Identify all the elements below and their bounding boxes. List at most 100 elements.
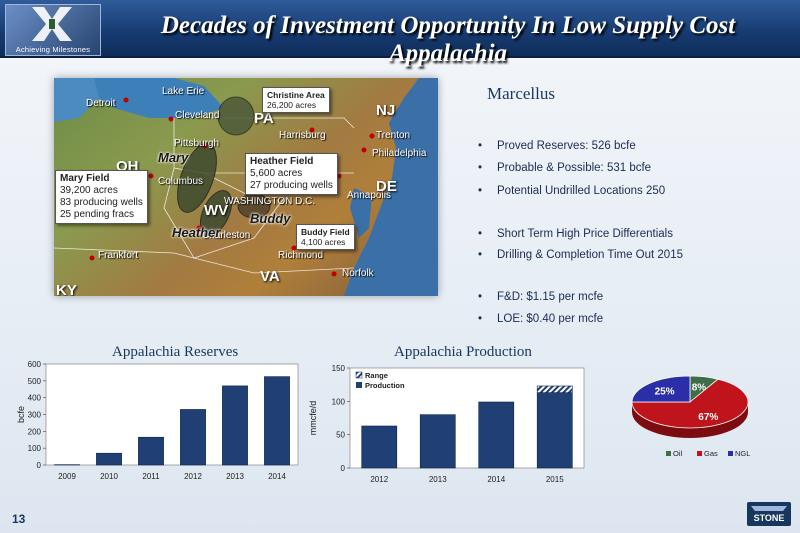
city-philadelphia: Philadelphia [372, 148, 427, 159]
pie-slice-ngl [631, 375, 691, 403]
x-tick-label: 2011 [142, 472, 160, 481]
slide-header: Achieving Milestones Decades of Investme… [0, 0, 800, 67]
y-tick-label: 100 [332, 397, 346, 406]
bar [264, 376, 290, 466]
x-tick-label: 2009 [58, 472, 76, 481]
legend-production-swatch [356, 382, 362, 388]
pie-slice-gas [631, 378, 749, 429]
production-bar-chart: 0 50 100 150 mmcfe/d 2012 2013 2014 2015 RangePro… [308, 364, 585, 484]
pie-slice-label: 25% [655, 387, 675, 398]
bullet-probable-possible: • Probable & Possible: 531 bcfe [478, 162, 652, 174]
plot-area [45, 363, 299, 466]
y-tick-label: 300 [28, 411, 42, 420]
callout-mary-fracs: 25 pending fracs [60, 209, 134, 220]
christine-area-shape [217, 96, 255, 136]
heather-field-shape [199, 190, 233, 236]
lake-huron-shape [54, 78, 99, 122]
callout-buddy-acres: 4,100 acres [301, 237, 346, 247]
state-va: VA [260, 268, 280, 285]
bullet-text: F&D: $1.15 per mcfe [497, 291, 604, 303]
callout-mary-title: Mary Field [60, 173, 110, 184]
y-tick-label: 100 [28, 444, 42, 453]
callout-buddy-title: Buddy Field [301, 227, 350, 237]
state-ky: KY [56, 282, 77, 296]
bar [361, 425, 398, 469]
bar [222, 385, 248, 466]
state-wv: WV [204, 202, 229, 219]
lake-erie-shape [94, 78, 224, 118]
city-harrisburg: Harrisburg [279, 130, 326, 141]
callout-christine-acres: 26,200 acres [267, 100, 317, 110]
pie-slice-label: 8% [692, 382, 707, 393]
city-columbus: Columbus [158, 176, 204, 187]
bar [419, 414, 456, 469]
marcellus-heading: Marcellus [487, 84, 555, 103]
bullet-drilling-timeout: • Drilling & Completion Time Out 2015 [478, 249, 683, 261]
x-tick-label: 2013 [429, 475, 447, 484]
y-tick-label: 0 [37, 461, 42, 470]
callout-heather-title: Heather Field [250, 156, 314, 167]
pie-legend-swatch [728, 451, 733, 456]
callout-heather: Heather Field 5,600 acres 27 producing w… [245, 153, 338, 195]
pie-legend-swatch [666, 451, 671, 456]
bar [478, 401, 515, 469]
city-detroit: Detroit [86, 98, 116, 109]
y-tick-label: 200 [28, 427, 42, 436]
pie-slice-label: 67% [698, 412, 718, 423]
field-mary-label: Mary [158, 150, 189, 165]
bullet-text: Potential Undrilled Locations 250 [497, 185, 666, 197]
legend-production-label: Production [365, 381, 405, 390]
y-tick-label: 400 [28, 394, 42, 403]
callout-heather-wells: 27 producing wells [250, 180, 333, 191]
stone-logo: STONE [747, 502, 791, 526]
x-tick-label: 2013 [226, 472, 244, 481]
callout-mary-wells: 83 producing wells [60, 197, 143, 208]
legend-range-swatch [355, 371, 363, 379]
y-tick-label: 50 [336, 431, 345, 440]
product-mix-pie-chart: 8% 67% 25% Oil Gas NGL [631, 375, 750, 458]
bullet-undrilled-locations: • Potential Undrilled Locations 250 [478, 185, 666, 197]
y-tick-label: 600 [28, 360, 42, 369]
bullet-loe-cost: • LOE: $0.40 per mcfe [478, 313, 604, 325]
bar [180, 409, 206, 466]
bullet-text: Short Term High Price Differentials [497, 228, 673, 240]
callout-christine-title: Christine Area [267, 90, 325, 100]
callout-buddy: Buddy Field 4,100 acres [296, 224, 355, 250]
pie-legend-label: NGL [735, 449, 750, 458]
y-tick-label: 500 [28, 377, 42, 386]
city-washington: WASHINGTON D.C. [224, 196, 316, 207]
x-tick-label: 2010 [100, 472, 118, 481]
city-trenton: Trenton [376, 130, 411, 141]
callout-mary: Mary Field 39,200 acres 83 producing wel… [55, 170, 148, 224]
page-number: 13 [12, 512, 26, 526]
city-richmond: Richmond [278, 250, 324, 261]
legend-range-label: Range [365, 371, 388, 380]
pie-legend-label: Gas [704, 449, 718, 458]
callout-heather-acres: 5,600 acres [250, 168, 303, 179]
city-cleveland: Cleveland [175, 110, 220, 121]
bullet-text: Probable & Possible: 531 bcfe [497, 162, 652, 174]
lake-erie-label: Lake Erie [162, 86, 205, 97]
production-chart-title: Appalachia Production [394, 344, 532, 360]
x-tick-label: 2012 [184, 472, 202, 481]
x-tick-label: 2014 [487, 475, 505, 484]
y-tick-label: 0 [341, 464, 346, 473]
company-logo: Achieving Milestones [5, 4, 101, 56]
bar [138, 436, 164, 466]
y-axis-label: mmcfe/d [308, 401, 318, 436]
city-pittsburgh: Pittsburgh [174, 138, 220, 149]
x-tick-label: 2012 [370, 475, 388, 484]
x-tick-label: 2015 [546, 475, 564, 484]
slide-title: Decades of Investment Opportunity In Low… [160, 12, 736, 67]
bullet-text: LOE: $0.40 per mcfe [497, 313, 604, 325]
bar [536, 392, 573, 469]
city-annapolis: Annapolis [347, 190, 391, 201]
field-buddy-label: Buddy [250, 211, 291, 226]
mary-field-shape [177, 143, 217, 213]
field-heather-label: Heather [172, 225, 221, 240]
bullet-text: Proved Reserves: 526 bcfe [497, 140, 636, 152]
bullet-text: Drilling & Completion Time Out 2015 [497, 249, 683, 261]
bullet-proved-reserves: • Proved Reserves: 526 bcfe [478, 140, 636, 152]
reserves-chart-title: Appalachia Reserves [112, 344, 239, 360]
state-de: DE [376, 178, 397, 195]
